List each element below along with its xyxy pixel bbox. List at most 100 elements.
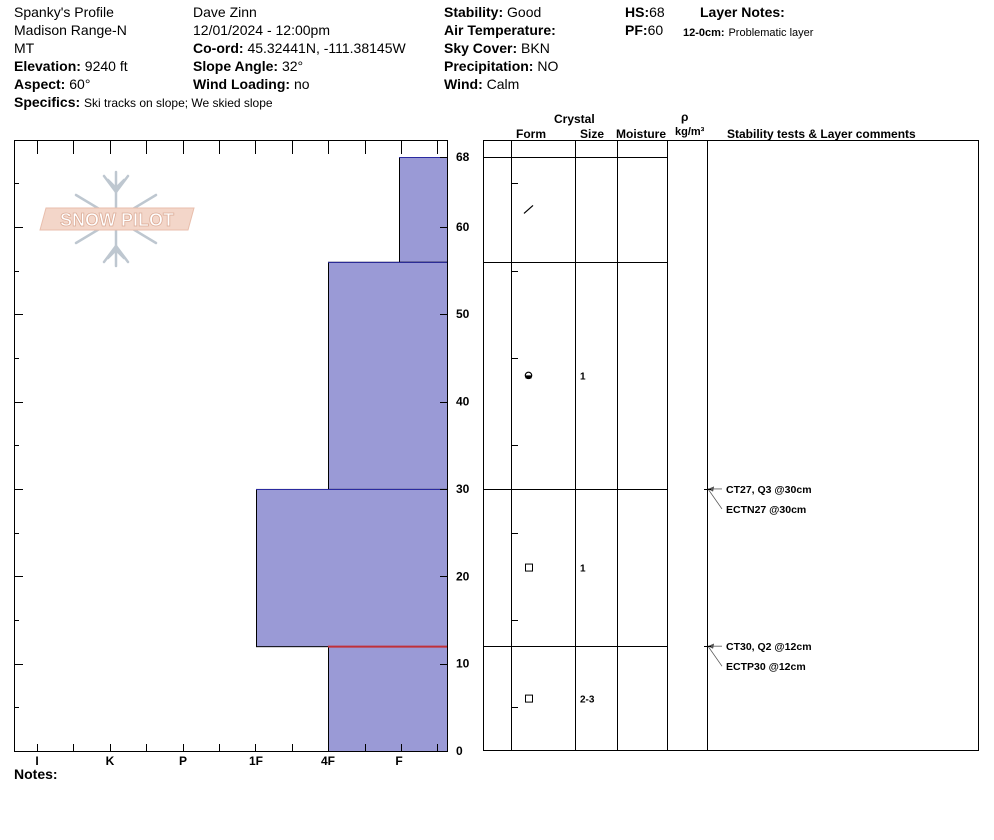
hs-label: HS:	[625, 4, 650, 20]
rho-header: ρ	[681, 110, 689, 124]
crystal-forms: 1 1 2-3	[523, 204, 595, 706]
layer-bars	[256, 157, 448, 752]
specifics: Specifics: Ski tracks on slope; We skied…	[14, 94, 273, 112]
sky-cover: Sky Cover: BKN	[444, 40, 550, 57]
faceted-crystal-symbol	[525, 563, 533, 572]
stability-tests-header: Stability tests & Layer comments	[727, 127, 916, 141]
notes-label: Notes:	[14, 766, 58, 782]
wind-label: Wind:	[444, 76, 483, 92]
hardness-axis: I K P 1F 4F F	[35, 754, 402, 768]
logo-text: SNOW PILOT	[60, 210, 174, 230]
range-name: Madison Range-N	[14, 22, 127, 38]
crystal-size-label: 1	[580, 371, 586, 382]
frame-ticks	[15, 141, 438, 751]
depth-tick-label: 50	[456, 307, 470, 321]
depth-tick-label: 20	[456, 569, 470, 583]
rounding-facet-fill	[525, 375, 532, 379]
datetime: 12/01/2024 - 12:00pm	[193, 22, 330, 38]
table-column-dividers	[511, 140, 708, 751]
hardness-tick-label: 1F	[249, 754, 263, 768]
pf: PF:60	[625, 22, 663, 39]
wind-loading: Wind Loading: no	[193, 76, 310, 93]
stability-label: Stability:	[444, 4, 504, 20]
slope-angle: Slope Angle: 32°	[193, 58, 303, 75]
precip-label: Precipitation:	[444, 58, 534, 74]
logo-banner	[39, 207, 195, 231]
crystal-header: Crystal	[554, 112, 595, 126]
depth-tick-label: 10	[456, 657, 470, 671]
layer-note-text: Problematic layer	[728, 27, 814, 39]
coord-value: 45.32441N, -111.38145W	[247, 40, 406, 56]
profile-name: Spanky's Profile	[14, 4, 114, 20]
hs: HS:68	[625, 4, 665, 21]
hardness-layer-bar	[328, 261, 448, 490]
air-temperature: Air Temperature:	[444, 22, 556, 39]
coordinates: Co-ord: 45.32441N, -111.38145W	[193, 40, 406, 57]
crystal-size-label: 2-3	[580, 695, 595, 706]
depth-tick-label: 40	[456, 395, 470, 409]
hardness-tick-label: P	[179, 754, 187, 768]
form-header: Form	[516, 127, 546, 141]
air-temp-label: Air Temperature:	[444, 22, 556, 38]
aspect: Aspect: 60°	[14, 76, 90, 93]
moisture-header: Moisture	[616, 127, 667, 141]
snowpilot-logo: SNOW PILOT	[39, 170, 195, 268]
density-unit-header: kg/m³	[675, 126, 705, 138]
sky-value: BKN	[521, 40, 550, 56]
stability-test-label: CT30, Q2 @12cm	[726, 641, 812, 653]
hardness-tick-label: 4F	[321, 754, 335, 768]
elevation-label: Elevation:	[14, 58, 81, 74]
pf-value: 60	[647, 22, 664, 38]
crystal-size-label: 1	[580, 564, 586, 575]
elevation: Elevation: 9240 ft	[14, 58, 128, 75]
precip-value: NO	[537, 58, 559, 74]
precip-particles-symbol	[523, 204, 534, 214]
hardness-tick-label: F	[395, 754, 402, 768]
depth-tick-label: 60	[456, 220, 470, 234]
hardness-tick-label: I	[35, 754, 38, 768]
specifics-value: Ski tracks on slope; We skied slope	[84, 96, 273, 110]
stability: Stability: Good	[444, 4, 541, 21]
precipitation: Precipitation: NO	[444, 58, 558, 75]
elevation-value: 9240 ft	[84, 58, 128, 74]
size-header: Size	[580, 127, 605, 141]
table-layer-boundaries	[483, 157, 667, 708]
sky-label: Sky Cover:	[444, 40, 518, 56]
wind: Wind: Calm	[444, 76, 519, 93]
wind-loading-label: Wind Loading:	[193, 76, 291, 92]
depth-tick-label: 0	[456, 744, 463, 758]
state-name: MT	[14, 40, 35, 56]
test-pointer-line	[707, 488, 723, 510]
hardness-tick-label: K	[106, 754, 115, 768]
stability-test-label: ECTN27 @30cm	[726, 504, 806, 516]
depth-tick-label: 30	[456, 482, 470, 496]
stability-value: Good	[507, 4, 542, 20]
hs-value: 68	[649, 4, 665, 20]
test-pointer-line	[707, 645, 723, 667]
stability-test-label: CT27, Q3 @30cm	[726, 484, 812, 496]
observer: Dave Zinn	[193, 4, 257, 20]
hardness-layer-bar	[328, 646, 448, 752]
specifics-label: Specifics:	[14, 94, 81, 110]
aspect-label: Aspect:	[14, 76, 66, 92]
depth-axis: 0 10 20 30 40 50 60 68	[440, 150, 470, 758]
faceted-crystal-symbol	[525, 694, 533, 703]
test-pointer-arrowhead	[708, 486, 714, 492]
depth-tick-label: 68	[456, 150, 470, 164]
stability-tests: CT30, Q2 @12cm ECTP30 @12cm CT27, Q3 @30cm…	[704, 484, 812, 673]
wind-value: Calm	[486, 76, 520, 92]
hardness-layer-bar	[256, 488, 448, 648]
wind-loading-value: no	[293, 76, 310, 92]
slope-value: 32°	[281, 58, 304, 74]
pf-label: PF:	[625, 22, 648, 38]
stability-test-label: ECTP30 @12cm	[726, 661, 806, 673]
slope-label: Slope Angle:	[193, 58, 279, 74]
layer-note: 12-0cm: Problematic layer	[683, 23, 813, 42]
layer-note-depth: 12-0cm:	[683, 27, 725, 39]
layer-notes-label: Layer Notes:	[700, 4, 785, 20]
layer-table-frame	[483, 140, 979, 751]
aspect-value: 60°	[69, 76, 91, 92]
hardness-layer-bar	[399, 157, 448, 263]
coord-label: Co-ord:	[193, 40, 244, 56]
